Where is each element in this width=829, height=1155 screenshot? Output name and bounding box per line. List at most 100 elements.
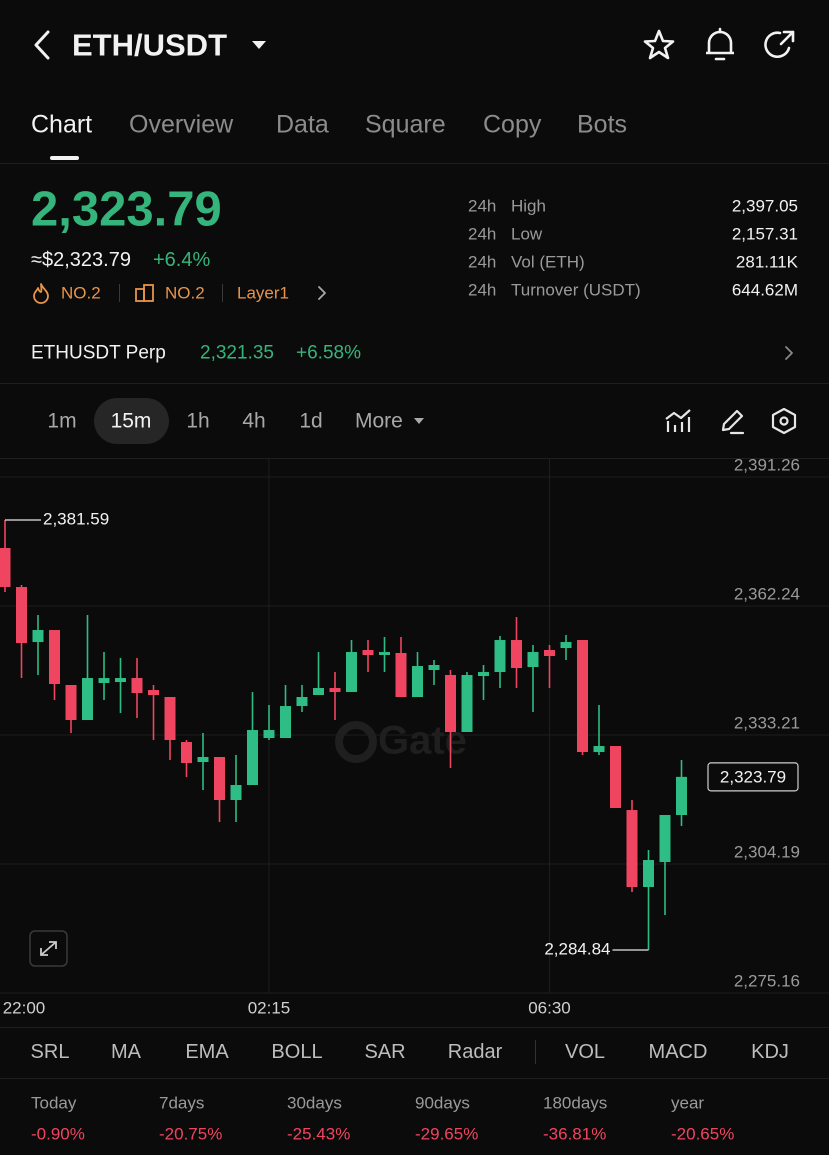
performance-period: 90days [415,1093,470,1113]
performance-change: -20.65% [671,1124,735,1144]
stat-period: 24h [468,196,497,216]
indicator-option[interactable]: SRL [30,1041,70,1063]
candle-body [511,640,522,669]
last-price: 2,323.79 [31,182,222,237]
candle-body [32,630,44,643]
y-tick-label: 2,333.21 [734,713,800,732]
performance-change: -25.43% [287,1124,351,1144]
stat-value: 281.11K [735,252,798,272]
indicator-option[interactable]: EMA [185,1041,229,1063]
candle-body [494,640,506,673]
stat-value: 2,157.31 [731,224,798,244]
category-badge[interactable]: Layer1 [237,283,289,303]
badge-divider [119,284,120,302]
candle-body [65,685,77,721]
candle-body [643,860,654,887]
interval-option[interactable]: 4h [242,409,266,433]
price-change: +6.4% [153,249,211,271]
indicator-option[interactable]: BOLL [271,1041,323,1063]
candlestick-chart: Gate2,391.262,362.242,333.212,304.192,27… [0,459,829,1017]
indicator-option[interactable]: SAR [364,1041,406,1063]
pair-title[interactable]: ETH/USDT [72,27,227,63]
indicator-option[interactable]: KDJ [751,1041,789,1063]
candle-body [560,642,572,649]
candle-body [82,678,93,721]
candle-body [412,666,423,697]
sector-icon [135,284,154,302]
indicator-option[interactable]: MA [111,1041,141,1063]
share-icon[interactable] [763,28,797,62]
candle-body [362,650,374,655]
watermark-logo [335,721,377,763]
x-tick-label: 06:30 [528,998,571,1017]
candle-body [164,697,176,741]
badge-divider [222,284,223,302]
rank-badge[interactable]: NO.2 [61,283,101,303]
stat-period: 24h [468,252,497,272]
pair-dropdown[interactable] [250,38,268,52]
candle-body [197,757,209,763]
performance-period: 180days [543,1093,608,1113]
y-tick-label: 2,275.16 [734,971,800,990]
favorite-icon[interactable] [642,28,676,62]
candle-body [16,587,27,643]
tab[interactable]: Data [276,110,329,139]
interval-option[interactable]: 1m [47,409,77,433]
selected-interval-pill [94,398,169,444]
x-tick-label: 02:15 [248,998,291,1017]
settings-tool[interactable] [770,407,798,435]
candle-body [577,640,588,753]
candle-body [247,730,258,785]
badge-chevron[interactable] [315,284,329,302]
candle-body [428,665,440,671]
stat-label: Turnover (USDT) [511,280,641,300]
indicator-option[interactable]: VOL [564,1041,606,1063]
last-price-box [707,762,799,792]
tab[interactable]: Overview [129,110,234,139]
tab[interactable]: Square [365,110,446,139]
stat-label: High [511,196,546,216]
usd-price: ≈$2,323.79 [31,249,131,271]
interval-option[interactable]: 1d [299,409,323,433]
indicator-option[interactable]: MACD [648,1041,708,1063]
tab[interactable]: Copy [483,110,542,139]
candle-body [148,690,159,695]
y-tick-label: 2,362.24 [734,584,800,603]
tab[interactable]: Chart [31,110,93,139]
perp-name[interactable]: ETHUSDT Perp [31,342,166,364]
candle-body [610,746,621,809]
candle-body [214,757,225,801]
perp-chevron[interactable] [782,344,796,362]
performance-period: year [671,1093,705,1113]
candle-body [676,776,687,815]
back-button[interactable] [28,28,58,62]
expand-button[interactable] [29,930,68,967]
more-dropdown[interactable] [412,415,426,427]
tab[interactable]: Bots [577,110,628,139]
interval-option[interactable]: More [355,409,403,433]
candle-body [296,697,308,707]
divider [0,458,829,459]
interval-option[interactable]: 15m [110,409,152,433]
alert-icon[interactable] [703,27,737,63]
indicator-tool[interactable] [664,407,692,435]
candle-body [115,678,126,683]
candle-body [98,678,110,683]
candle-body [395,653,407,697]
candle-body [313,688,324,695]
interval-option[interactable]: 1h [186,409,210,433]
candle-body [0,548,11,587]
stat-label: Low [511,224,543,244]
draw-tool[interactable] [718,407,746,435]
indicator-divider [535,1040,536,1064]
active-tab-indicator [50,156,79,160]
sector-badge[interactable]: NO.2 [165,283,205,303]
performance-period: 7days [159,1093,205,1113]
last-price-label: 2,323.79 [720,767,786,786]
indicator-option[interactable]: Radar [447,1041,503,1063]
candle-body [445,675,456,733]
candle-body [49,630,60,685]
candle-body [263,730,275,739]
stat-value: 2,397.05 [731,196,798,216]
